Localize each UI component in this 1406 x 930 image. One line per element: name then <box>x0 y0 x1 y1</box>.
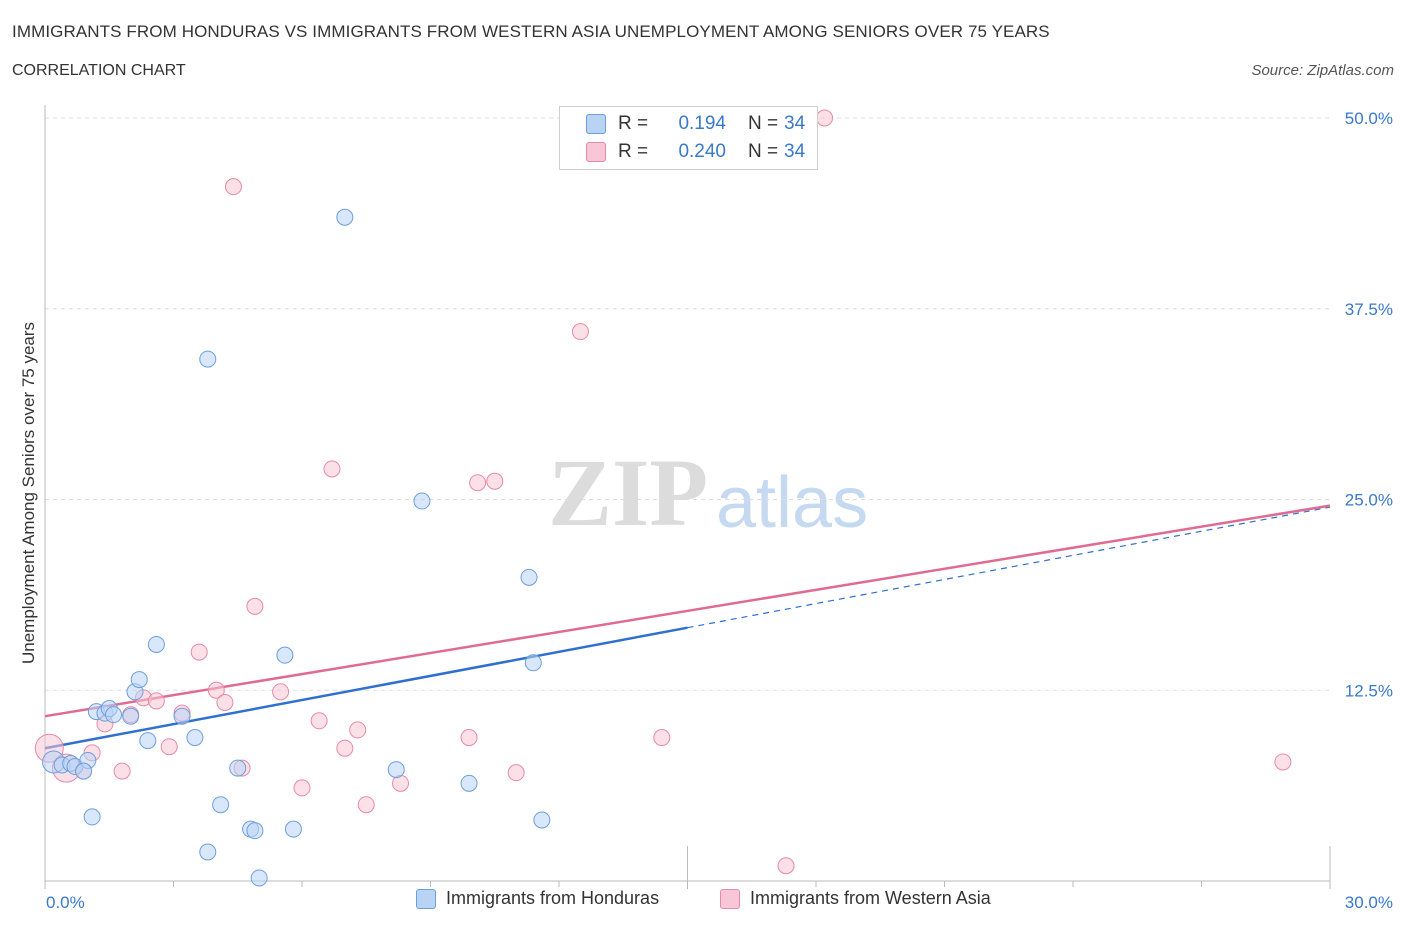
point-honduras <box>199 350 217 368</box>
point-western-asia <box>310 712 328 730</box>
x-tick-label: 30.0% <box>1345 893 1393 912</box>
point-western-asia <box>777 857 795 875</box>
point-honduras <box>387 761 405 779</box>
point-western-asia <box>272 683 290 701</box>
point-honduras <box>336 208 354 226</box>
correlation-legend: R = 0.194 N = 34 R = 0.240 N = 34 <box>559 106 818 170</box>
source-label: Source: ZipAtlas.com <box>1251 62 1394 79</box>
trend-line-honduras-extrapolated <box>687 506 1331 629</box>
point-honduras <box>212 796 230 814</box>
point-western-asia <box>293 779 311 797</box>
point-western-asia <box>113 762 131 780</box>
point-western-asia <box>486 472 504 490</box>
trend-lines <box>44 504 1331 750</box>
point-western-asia <box>323 460 341 478</box>
point-honduras <box>186 729 204 747</box>
point-honduras <box>147 635 165 653</box>
data-points <box>34 109 1292 887</box>
legend-n-value-western-asia: 34 <box>784 141 806 162</box>
point-honduras <box>533 811 551 829</box>
point-western-asia <box>246 597 264 615</box>
point-western-asia <box>160 738 178 756</box>
chart-subtitle: CORRELATION CHART <box>12 62 186 79</box>
point-western-asia <box>216 693 234 711</box>
legend-r-value-honduras: 0.194 <box>678 113 726 134</box>
point-honduras <box>199 843 217 861</box>
point-honduras <box>276 646 294 664</box>
bottom-legend-swatch-blue <box>416 888 436 909</box>
bottom-legend-honduras: Immigrants from Honduras <box>416 888 659 909</box>
chart-title: IMMIGRANTS FROM HONDURAS VS IMMIGRANTS F… <box>12 22 1050 41</box>
point-honduras <box>122 707 140 725</box>
x-tick-label: 0.0% <box>46 893 85 912</box>
grid <box>45 117 1330 691</box>
point-honduras <box>284 820 302 838</box>
legend-r-value-western-asia: 0.240 <box>678 141 726 162</box>
y-tick-label: 12.5% <box>1345 681 1393 700</box>
watermark-atlas: atlas <box>716 463 868 543</box>
point-western-asia <box>357 796 375 814</box>
point-honduras <box>130 671 148 689</box>
trend-line-western-asia <box>44 504 1331 718</box>
point-honduras <box>105 706 123 724</box>
point-honduras <box>413 492 431 510</box>
point-honduras <box>75 762 93 780</box>
legend-r-label: R = <box>618 141 649 162</box>
legend-n-value-honduras: 34 <box>784 113 806 134</box>
bottom-legend-label-honduras: Immigrants from Honduras <box>446 888 660 908</box>
trend-line-honduras <box>44 626 688 750</box>
point-honduras <box>520 568 538 586</box>
legend-n-label: N = <box>748 113 779 134</box>
point-honduras <box>524 654 542 672</box>
point-western-asia <box>571 323 589 341</box>
point-honduras <box>139 732 157 750</box>
point-western-asia <box>507 764 525 782</box>
y-axis-label: Unemployment Among Seniors over 75 years <box>19 322 38 664</box>
y-tick-label: 25.0% <box>1345 491 1393 510</box>
bottom-legend-swatch-pink <box>720 888 740 909</box>
legend-swatch-pink <box>586 142 606 162</box>
point-honduras <box>460 774 478 792</box>
point-honduras <box>246 822 264 840</box>
point-western-asia <box>336 739 354 757</box>
point-honduras <box>173 707 191 725</box>
point-western-asia <box>224 178 242 196</box>
bottom-legend-western-asia: Immigrants from Western Asia <box>720 888 991 909</box>
legend-r-label: R = <box>618 113 649 134</box>
bottom-legend-label-western-asia: Immigrants from Western Asia <box>750 888 991 908</box>
watermark-zip: ZIP <box>548 439 708 546</box>
y-tick-label: 37.5% <box>1345 300 1393 319</box>
point-honduras <box>229 759 247 777</box>
point-western-asia <box>469 474 487 492</box>
point-honduras <box>250 869 268 887</box>
y-tick-label: 50.0% <box>1345 109 1393 128</box>
point-western-asia <box>1274 753 1292 771</box>
point-western-asia <box>460 729 478 747</box>
point-western-asia <box>816 109 834 127</box>
point-honduras <box>83 808 101 826</box>
legend-row-honduras: R = 0.194 N = 34 <box>586 112 805 136</box>
point-western-asia <box>653 729 671 747</box>
point-western-asia <box>207 681 225 699</box>
legend-n-label: N = <box>748 141 779 162</box>
point-western-asia <box>147 692 165 710</box>
legend-swatch-blue <box>586 114 606 134</box>
point-western-asia <box>190 643 208 661</box>
tick-labels: 12.5% 25.0% 37.5% 50.0% 0.0% 30.0% <box>46 109 1393 912</box>
point-western-asia <box>349 721 367 739</box>
legend-row-western-asia: R = 0.240 N = 34 <box>586 140 805 164</box>
